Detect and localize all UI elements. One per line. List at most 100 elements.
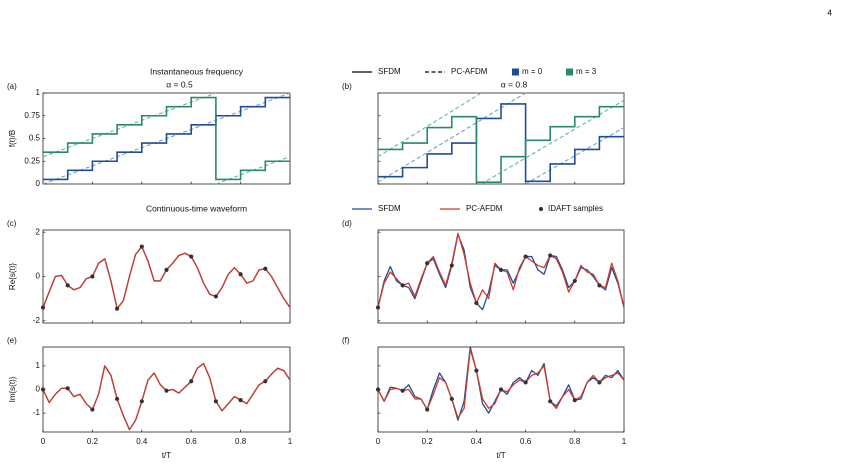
axes-frame — [377, 229, 625, 324]
sample-dot — [164, 388, 169, 393]
y-tick-label: -1 — [33, 408, 41, 417]
step-line — [43, 96, 290, 181]
x-axis-label: t/T — [496, 451, 505, 460]
axes-frame — [42, 229, 291, 324]
panel-title: Continuous-time waveform — [146, 203, 247, 213]
step-line — [378, 105, 624, 183]
sample-dot — [449, 396, 454, 402]
x-tick-label: 0.6 — [186, 437, 198, 446]
panel-subtitle: α = 0.8 — [501, 79, 528, 89]
panel-label: (b) — [342, 82, 352, 91]
panel-title: Instantaneous frequency — [150, 66, 244, 76]
wave-line — [377, 348, 625, 419]
legend-swatch — [512, 68, 519, 76]
sample-dot — [597, 283, 602, 288]
sample-dot — [65, 386, 70, 391]
sample-dot — [400, 388, 405, 393]
step-line — [43, 96, 290, 181]
panel-label: (e) — [7, 336, 17, 345]
x-tick-label: 0.4 — [136, 437, 148, 446]
wave-line — [42, 362, 291, 431]
sample-dot — [548, 253, 553, 258]
sample-dot — [238, 398, 243, 403]
sample-dot — [115, 306, 120, 311]
y-tick-label: 0 — [36, 272, 41, 281]
sample-dot — [572, 398, 577, 403]
x-axis-label: t/T — [162, 451, 171, 460]
panel-label: (c) — [7, 219, 17, 228]
sample-dot — [498, 267, 504, 272]
panel-label: (a) — [7, 82, 17, 91]
y-tick-label: -2 — [33, 316, 41, 325]
y-tick-label: 1 — [36, 88, 41, 97]
sample-dot — [523, 380, 528, 385]
sample-dot — [90, 274, 95, 279]
panel-subtitle: α = 0.5 — [166, 79, 193, 89]
sample-dot — [90, 407, 95, 412]
panel-label: (d) — [342, 219, 352, 228]
y-axis-label: f(t)/B — [8, 130, 17, 147]
y-tick-label: 1 — [36, 361, 41, 370]
sample-dot — [572, 278, 577, 284]
sample-dot — [263, 379, 268, 384]
x-tick-label: 0.2 — [422, 437, 434, 446]
sample-dot — [523, 254, 528, 259]
sample-dot — [213, 399, 218, 404]
sample-dot — [400, 283, 405, 288]
y-tick-label: 0.75 — [24, 111, 40, 120]
sample-dot — [474, 300, 479, 306]
legend-swatch — [566, 68, 573, 76]
sample-dot — [375, 387, 381, 392]
wave-line — [42, 362, 291, 431]
y-tick-label: 0.25 — [24, 156, 40, 165]
legend-label: m = 0 — [522, 67, 543, 76]
sample-dot — [425, 261, 430, 266]
x-tick-label: 1 — [288, 437, 293, 446]
legend-label: m = 3 — [576, 67, 597, 76]
sample-dot — [474, 368, 479, 373]
sample-dot — [164, 267, 169, 272]
sample-dot — [449, 263, 454, 268]
wave-line — [42, 245, 291, 310]
sample-dot — [40, 387, 46, 392]
y-axis-label: Re{s(t)} — [8, 263, 17, 290]
legend-dot — [538, 206, 544, 212]
sample-dot — [65, 283, 70, 288]
sample-dot — [238, 272, 243, 277]
x-tick-label: 1 — [622, 437, 627, 446]
sample-dot — [498, 387, 504, 392]
x-tick-label: 0.6 — [520, 437, 532, 446]
sample-dot — [40, 305, 46, 310]
sample-dot — [548, 399, 553, 404]
sample-dot — [139, 399, 144, 404]
sample-dot — [189, 379, 194, 384]
x-tick-label: 0 — [41, 437, 46, 446]
x-tick-label: 0.2 — [87, 437, 99, 446]
dashed-line — [377, 92, 625, 185]
y-axis-label: Im{s(t)} — [8, 376, 17, 402]
sample-dot — [139, 244, 144, 249]
step-line — [378, 103, 624, 183]
x-tick-label: 0.4 — [471, 437, 483, 446]
sample-dot — [115, 396, 120, 402]
y-tick-label: 0.5 — [29, 134, 41, 143]
legend-label: PC-AFDM — [451, 67, 488, 76]
legend-label: PC-AFDM — [466, 204, 503, 213]
sample-dot — [263, 266, 268, 271]
legend-label: IDAFT samples — [548, 204, 603, 213]
y-tick-label: 0 — [36, 385, 41, 394]
sample-dot — [597, 380, 602, 385]
y-tick-label: 2 — [36, 227, 41, 236]
wave-line — [42, 245, 291, 310]
sample-dot — [213, 294, 218, 299]
sample-dot — [425, 407, 430, 412]
x-tick-label: 0.8 — [235, 437, 247, 446]
x-tick-label: 0.8 — [569, 437, 581, 446]
panel-label: (f) — [342, 336, 350, 345]
y-tick-label: 0 — [36, 179, 41, 188]
legend-label: SFDM — [378, 67, 401, 76]
x-tick-label: 0 — [376, 437, 381, 446]
legend-label: SFDM — [378, 204, 401, 213]
sample-dot — [375, 305, 381, 310]
page-number: 4 — [827, 7, 832, 17]
